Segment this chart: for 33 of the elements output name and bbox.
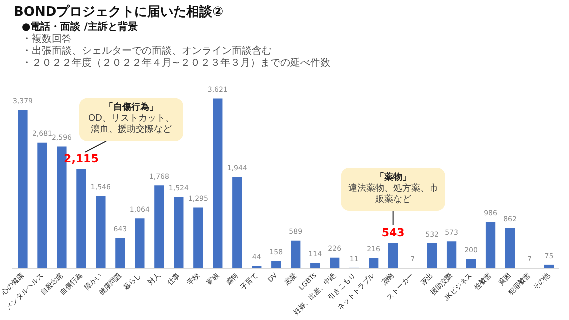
bar	[194, 208, 204, 268]
bar	[427, 244, 438, 268]
bar	[135, 218, 145, 268]
bar	[213, 98, 223, 268]
bar	[330, 258, 340, 268]
bar	[272, 261, 282, 268]
bar	[505, 228, 516, 268]
chart-title: BONDプロジェクトに届いた相談②	[14, 4, 224, 21]
chart-subtitle: ●電話・面談 /主訴と背景	[22, 22, 139, 34]
bar	[486, 222, 496, 268]
text: ・出張面談、シェルターでの面談、オンライン面談含む	[22, 46, 273, 58]
bar	[174, 197, 184, 268]
text: ・２０２２年度（２０２２年４月~２０２３年３月）までの延べ件数	[22, 58, 330, 70]
bar	[18, 110, 28, 268]
bar	[232, 177, 242, 268]
bar	[369, 258, 379, 268]
bar	[446, 242, 457, 268]
bar	[466, 259, 476, 268]
bar	[76, 169, 86, 268]
bar	[310, 263, 320, 268]
text: ・複数回答	[22, 34, 73, 46]
bar	[544, 264, 554, 268]
annotation: 543	[382, 226, 405, 240]
bar	[116, 238, 126, 268]
bar	[388, 243, 398, 268]
annotation: 「自傷行為」	[104, 102, 158, 114]
bar	[38, 142, 48, 268]
bar	[154, 186, 164, 268]
annotation: 違法薬物、処方薬、市販薬など	[348, 182, 438, 205]
bar	[291, 240, 301, 268]
annotation: 「薬物」	[375, 172, 412, 183]
bar	[96, 196, 106, 268]
annotation: OD、リストカット、瀉血、援助交際など	[88, 114, 174, 136]
